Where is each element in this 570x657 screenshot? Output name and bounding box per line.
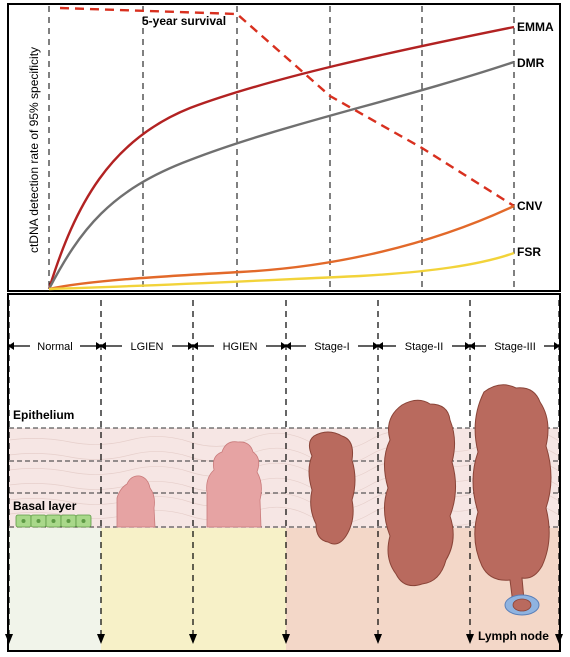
series-line-cnv bbox=[48, 204, 515, 291]
lymph-node bbox=[504, 594, 540, 616]
stage-label-normal: Normal bbox=[37, 341, 72, 353]
stage-label-stage-iii: Stage-III bbox=[494, 341, 536, 353]
lymph-node-label: Lymph node bbox=[478, 629, 549, 643]
epithelium-label: Epithelium bbox=[13, 408, 74, 422]
stage-label-stage-i: Stage-I bbox=[314, 341, 349, 353]
stage-label-lgien: LGIEN bbox=[130, 341, 163, 353]
chart-frame bbox=[7, 3, 561, 292]
stage-labels: Normal LGIEN HGIEN Stage-I Stage-II Stag… bbox=[30, 339, 544, 353]
epithelium-cells bbox=[8, 427, 560, 526]
series-label-emma: EMMA bbox=[517, 20, 554, 34]
survival-line bbox=[59, 6, 515, 208]
stage2-tumor bbox=[384, 399, 456, 587]
series-line-emma bbox=[47, 25, 515, 290]
series-line-dmr bbox=[47, 60, 515, 290]
divider-arrowheads bbox=[5, 634, 563, 644]
stage-header-arrowheads bbox=[8, 342, 560, 350]
stage1-tumor bbox=[308, 431, 356, 545]
stage-label-stage-ii: Stage-II bbox=[405, 341, 444, 353]
hgien-lesion bbox=[206, 441, 262, 528]
y-axis-label: ctDNA detection rate of 95% specificity bbox=[27, 47, 41, 253]
survival-label: 5-year survival bbox=[142, 14, 226, 28]
tissue-panel: Normal LGIEN HGIEN Stage-I Stage-II Stag… bbox=[5, 293, 563, 652]
bg-normal bbox=[9, 528, 101, 650]
series-label-dmr: DMR bbox=[517, 56, 545, 70]
normal-basal-cells bbox=[15, 514, 92, 528]
ctdna-chart: 5-year survival EMMA DMR CNV FSR ctDNA d… bbox=[7, 3, 561, 292]
series-label-cnv: CNV bbox=[517, 199, 542, 213]
series-line-fsr bbox=[48, 251, 515, 291]
stage-label-hgien: HGIEN bbox=[223, 341, 258, 353]
lgien-lesion bbox=[116, 475, 156, 528]
basal-layer-label: Basal layer bbox=[13, 499, 77, 513]
series-label-fsr: FSR bbox=[517, 245, 541, 259]
stage-dividers bbox=[8, 300, 560, 636]
